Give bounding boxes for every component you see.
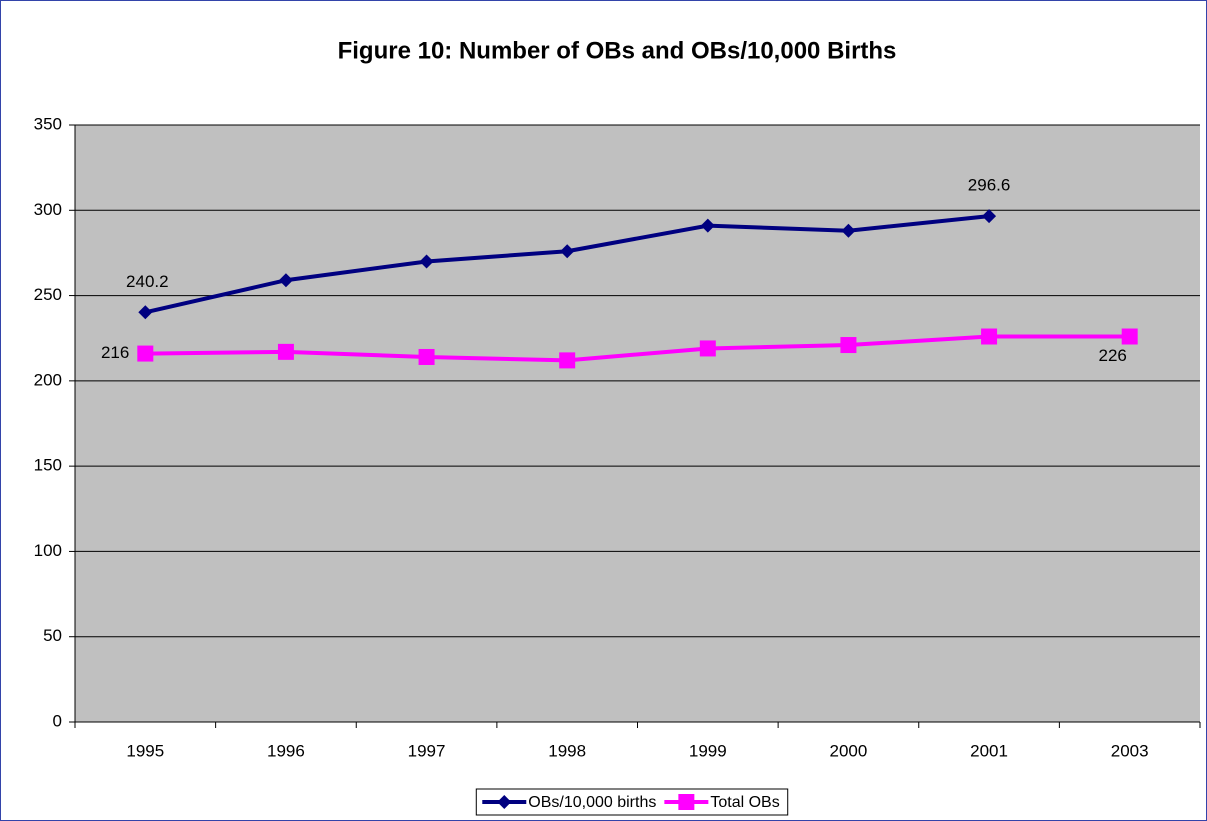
marker	[840, 337, 857, 354]
marker	[982, 209, 997, 224]
x-tick-label: 2000	[830, 741, 868, 760]
x-tick-label: 2003	[1111, 741, 1149, 760]
y-tick-label: 300	[34, 200, 62, 219]
chart-title: Figure 10: Number of OBs and OBs/10,000 …	[338, 37, 897, 64]
plot-area	[75, 125, 1200, 722]
data-label: 296.6	[968, 176, 1011, 195]
data-label: 216	[101, 343, 129, 362]
marker	[981, 328, 998, 345]
y-tick-label: 50	[43, 626, 62, 645]
y-tick-label: 100	[34, 541, 62, 560]
y-tick-label: 350	[34, 114, 62, 133]
marker	[277, 343, 294, 360]
legend: OBs/10,000 births Total OBs	[475, 788, 789, 816]
marker	[138, 305, 153, 320]
marker	[137, 345, 154, 362]
marker	[278, 273, 293, 288]
marker	[560, 244, 575, 259]
y-tick-label: 250	[34, 285, 62, 304]
x-tick-label: 1998	[548, 741, 586, 760]
marker	[1121, 328, 1138, 345]
x-tick-label: 1996	[267, 741, 305, 760]
series-line	[145, 334, 1130, 363]
x-tick-label: 1997	[408, 741, 446, 760]
marker	[700, 218, 715, 233]
data-label: 226	[1099, 346, 1127, 365]
y-tick-label: 0	[53, 711, 62, 730]
marker	[678, 794, 695, 810]
y-tick-label: 150	[34, 456, 62, 475]
legend-label: OBs/10,000 births	[528, 794, 656, 811]
x-tick-label: 1995	[126, 741, 164, 760]
x-tick-label: 1999	[689, 741, 727, 760]
marker	[497, 795, 512, 809]
x-tick-label: 2001	[970, 741, 1008, 760]
marker	[841, 223, 856, 238]
marker	[419, 254, 434, 269]
marker	[418, 348, 435, 365]
data-label: 240.2	[126, 272, 169, 291]
legend-box	[475, 788, 789, 816]
y-tick-label: 200	[34, 370, 62, 389]
marker	[559, 352, 576, 369]
marker	[699, 340, 716, 357]
legend-label: Total OBs	[710, 794, 779, 811]
